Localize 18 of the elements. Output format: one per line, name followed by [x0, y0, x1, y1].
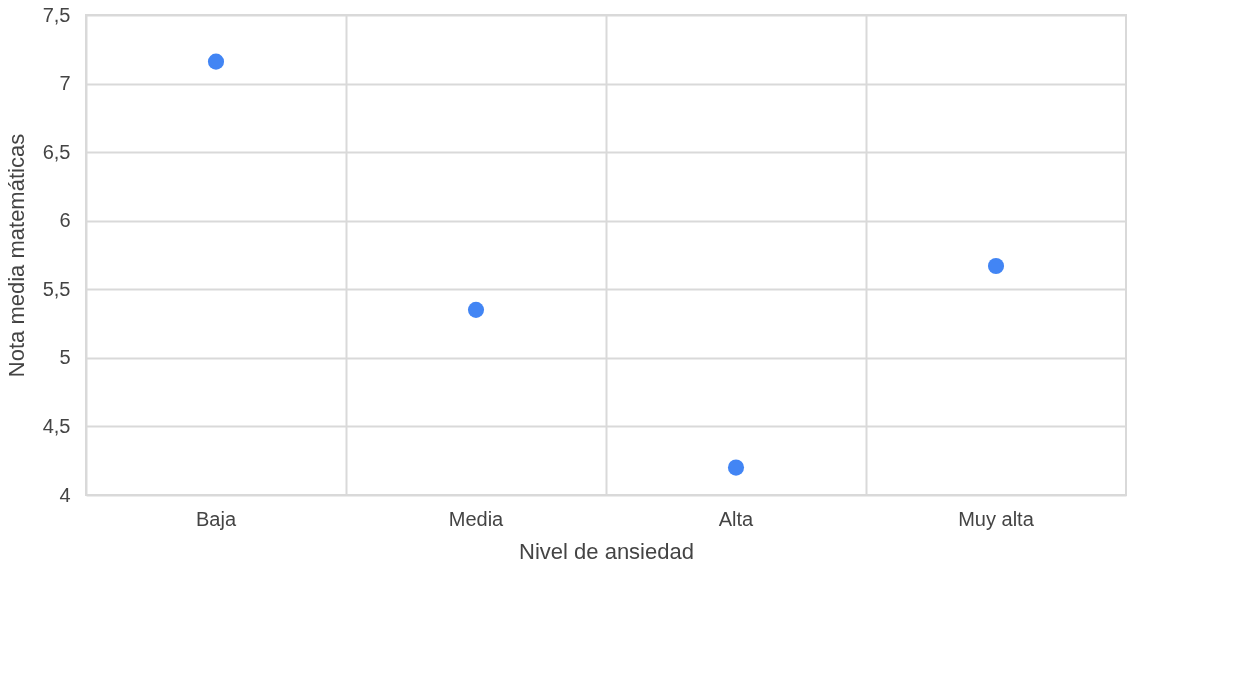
point	[207, 53, 225, 70]
point	[467, 301, 485, 318]
point	[987, 257, 1005, 275]
y-tick-label: 6,5	[42, 140, 71, 163]
point	[727, 459, 745, 476]
y-tick-label: 4	[59, 483, 71, 506]
x-tick-label: Alta	[718, 507, 755, 530]
y-tick-label: 6	[59, 209, 71, 232]
x-tick-label: Muy alta	[958, 507, 1035, 530]
x-tick-label: Media	[448, 507, 505, 530]
y-tick-label: 5	[59, 346, 71, 369]
x-axis-title: Nivel de ansiedad	[519, 538, 694, 564]
y-tick-label: 7,5	[42, 3, 71, 26]
y-axis-title: Nota media matemáticas	[3, 133, 29, 378]
x-tick-label: Baja	[195, 507, 237, 530]
y-tick-label: 5,5	[42, 277, 71, 300]
y-tick-label: 7	[59, 72, 71, 95]
y-tick-label: 4,5	[42, 414, 71, 437]
